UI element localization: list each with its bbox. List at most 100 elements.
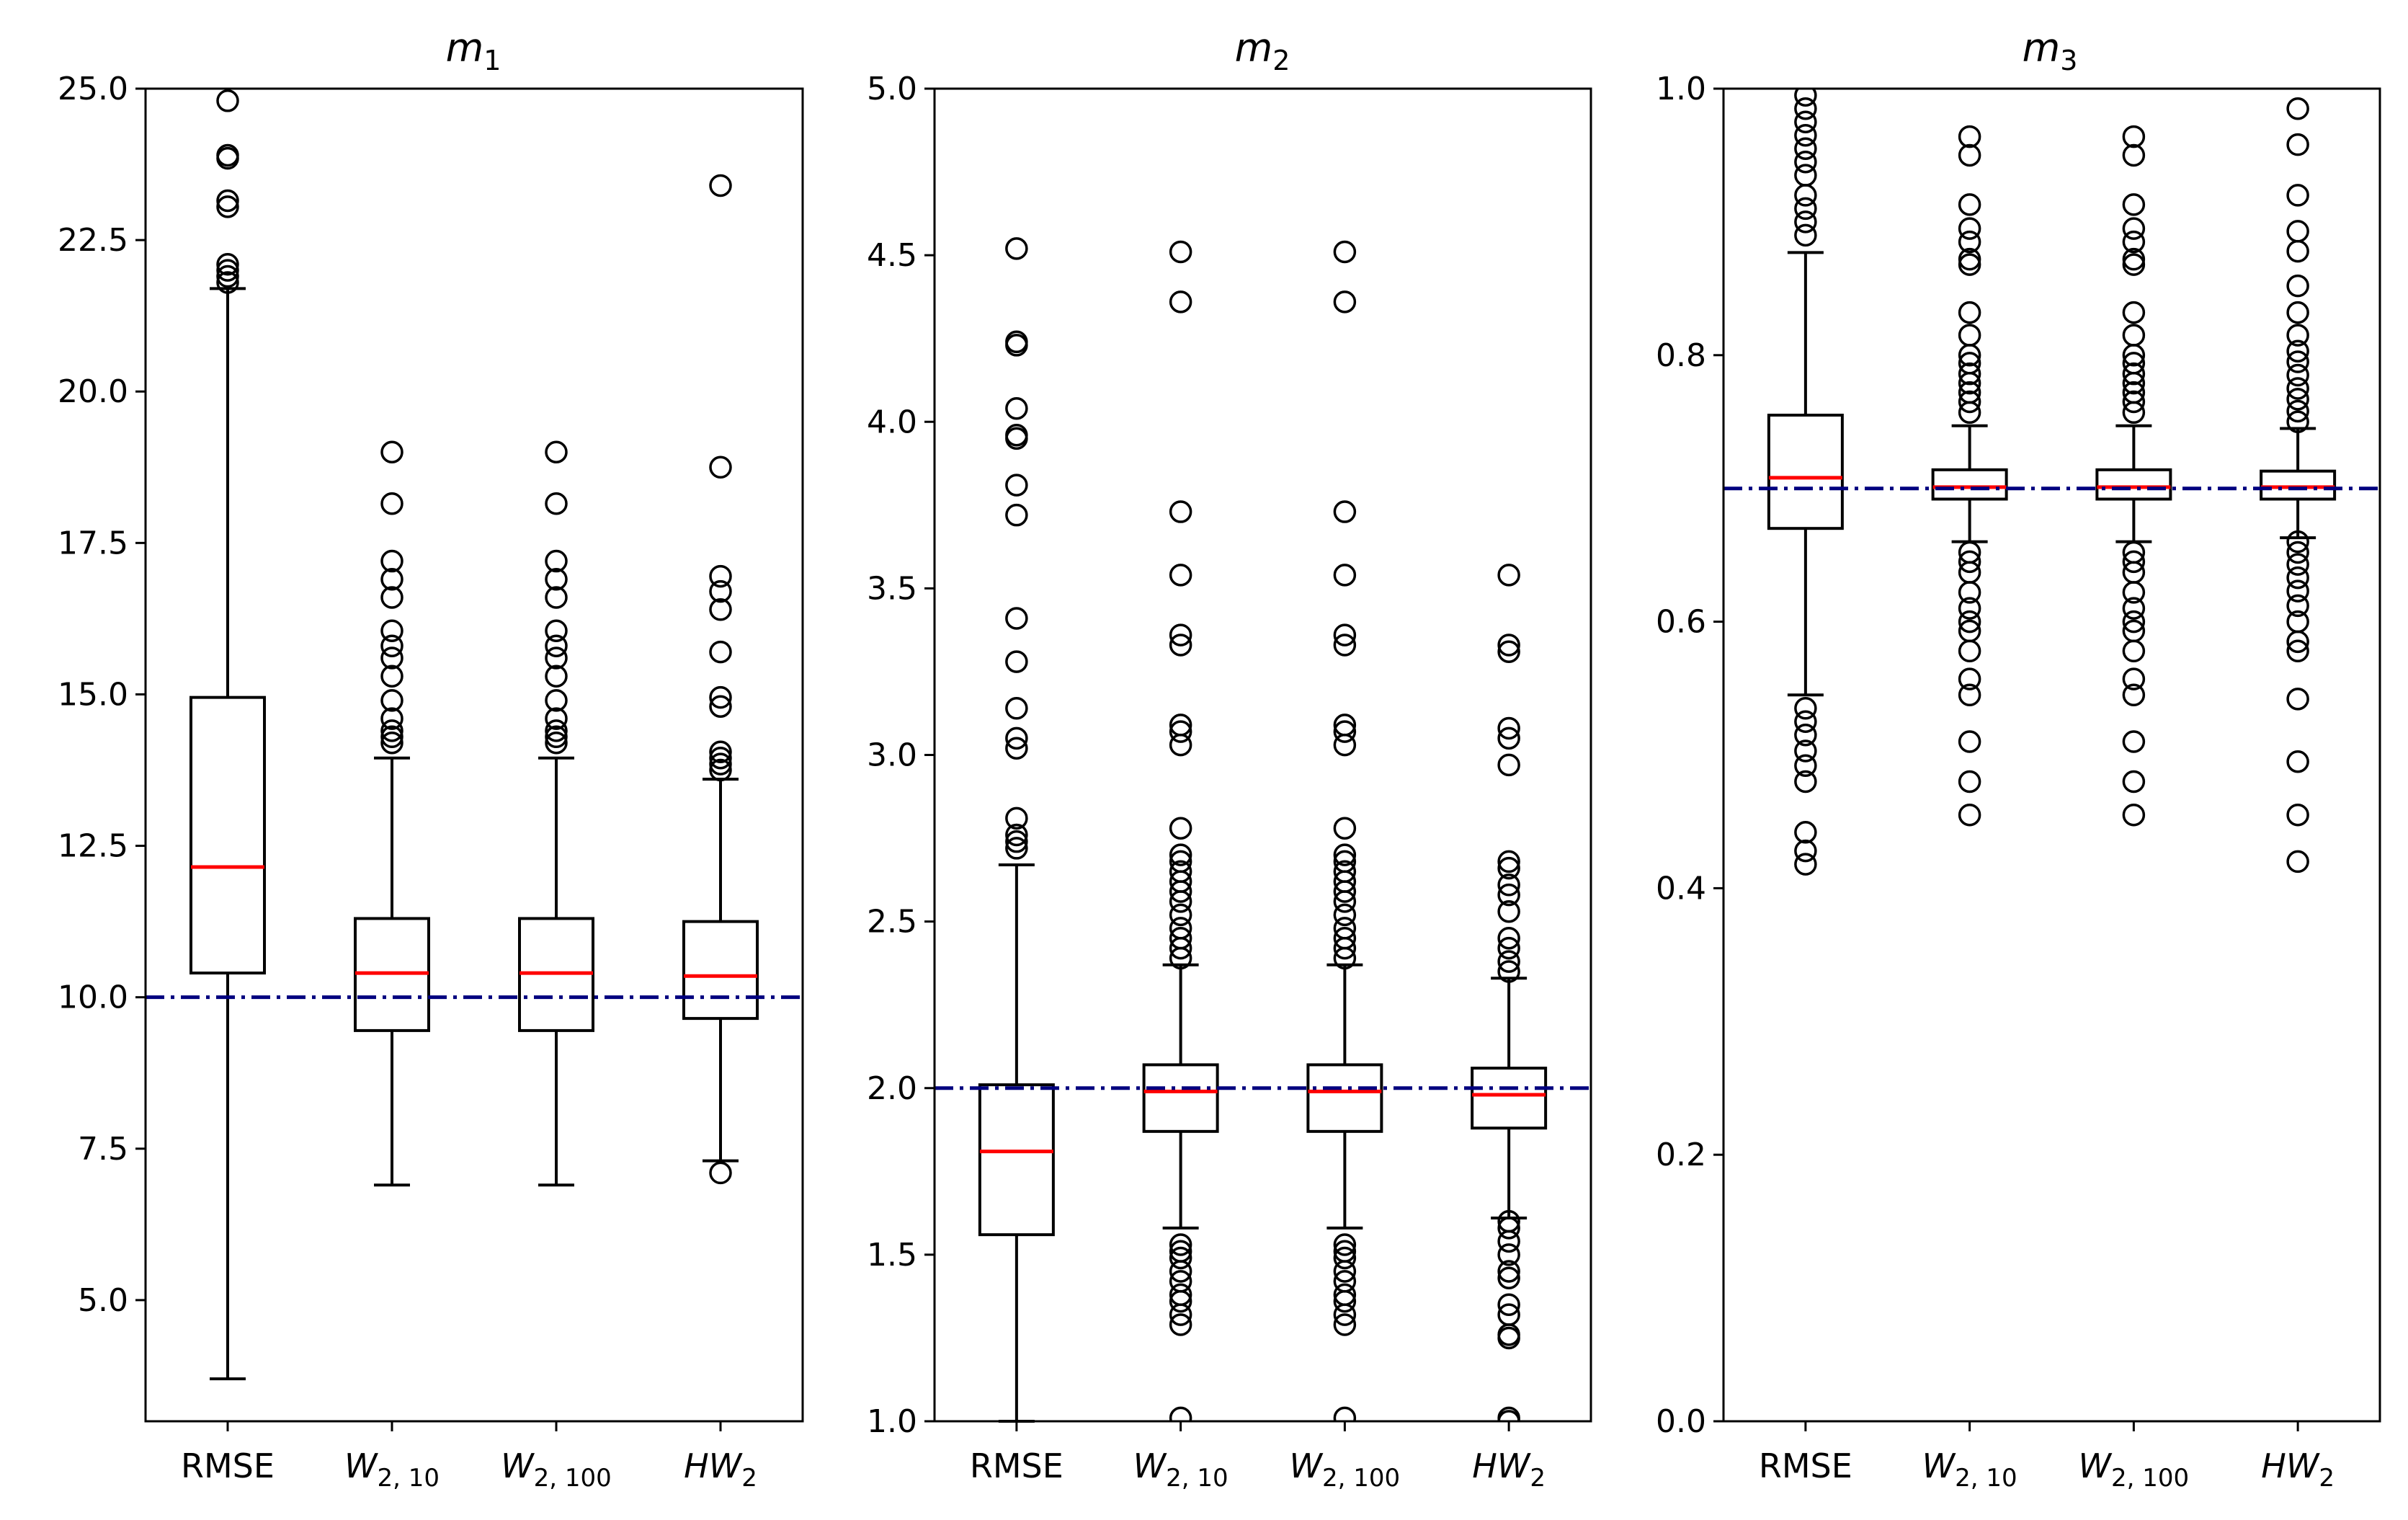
outlier-point: [1169, 817, 1192, 840]
outlier-point: [2122, 619, 2146, 643]
outlier-point: [1333, 634, 1357, 657]
outlier-point: [380, 492, 403, 515]
outlier-point: [545, 725, 568, 749]
box-iqr: [2260, 469, 2337, 501]
outlier-point: [1005, 474, 1028, 497]
outlier-point: [2286, 803, 2309, 827]
xtick-label: RMSE: [970, 1446, 1063, 1485]
outlier-point: [1958, 803, 1981, 827]
panel-m1-ytick-labels: 5.0 7.5 10.0 12.5 15.0 17.5 20.0 22.5 25.0: [58, 71, 128, 1319]
outlier-point: [1333, 720, 1357, 743]
ytick-label: 4.5: [867, 237, 917, 274]
ytick-label: 22.5: [58, 222, 128, 259]
box-group: [189, 89, 266, 1381]
outlier-point: [2286, 541, 2309, 564]
xtick-label-base: HW: [1472, 1446, 1531, 1485]
outlier-point: [1497, 856, 1520, 880]
outlier-point: [1958, 230, 1981, 254]
outlier-point: [2122, 381, 2146, 404]
box-group: [518, 440, 594, 1187]
outlier-point: [2286, 350, 2309, 373]
outlier-point: [1958, 390, 1981, 414]
xtick-label-base: RMSE: [181, 1446, 275, 1485]
outlier-point: [1958, 730, 1981, 753]
ytick-label: 0.2: [1656, 1137, 1706, 1173]
outlier-point: [1333, 623, 1357, 646]
outlier-point: [1169, 1246, 1192, 1270]
outlier-point: [545, 440, 568, 464]
ytick-label: 4.0: [867, 404, 917, 440]
outlier-point: [1958, 125, 1981, 148]
outlier-group: [1005, 237, 1028, 860]
outlier-point: [2122, 667, 2146, 690]
ytick-label: 3.0: [867, 737, 917, 774]
outlier-point: [545, 731, 568, 755]
outlier-point: [1005, 697, 1028, 720]
outlier-point: [1169, 850, 1192, 874]
outlier-point: [1497, 850, 1520, 874]
box-group: [1471, 564, 1548, 1421]
ytick-label: 7.5: [78, 1131, 128, 1168]
outlier-point: [1794, 137, 1817, 160]
box-group: [1767, 89, 1844, 876]
outlier-point: [1497, 726, 1520, 750]
outlier-point: [1794, 89, 1817, 107]
outlier-point: [1005, 737, 1028, 760]
outlier-point: [545, 689, 568, 712]
outlier-point: [709, 752, 732, 775]
outlier-point: [1333, 926, 1357, 950]
outlier-point: [545, 492, 568, 515]
outlier-point: [545, 619, 568, 642]
outlier-point: [1497, 1260, 1520, 1283]
xtick-label-base: RMSE: [1759, 1446, 1852, 1485]
outlier-point: [380, 689, 403, 712]
outlier-point: [709, 1161, 732, 1185]
outlier-point: [1005, 607, 1028, 630]
xtick-label: W2, 10: [344, 1446, 440, 1493]
xtick-label-subscript: 2: [1530, 1464, 1546, 1493]
outlier-point: [216, 271, 239, 294]
outlier-point: [545, 549, 568, 573]
outlier-point: [709, 598, 732, 621]
outlier-point: [1005, 503, 1028, 527]
outlier-point: [1333, 843, 1357, 866]
outlier-point: [216, 143, 239, 167]
outlier-point: [2286, 97, 2309, 120]
outlier-point: [1169, 290, 1192, 314]
outlier-point: [1169, 623, 1192, 646]
outlier-point: [545, 634, 568, 657]
outlier-point: [1497, 926, 1520, 950]
panel-m1-title-subscript: 1: [483, 45, 501, 76]
outlier-point: [2122, 217, 2146, 240]
outlier-point: [1169, 500, 1192, 523]
ytick-label: 1.5: [867, 1237, 917, 1274]
outlier-point: [1497, 1293, 1520, 1316]
outlier-point: [216, 252, 239, 276]
xtick-label-subscript: 2, 10: [1955, 1464, 2017, 1493]
xtick-label-subscript: 2, 10: [1166, 1464, 1228, 1493]
xtick-label-base: HW: [2261, 1446, 2320, 1485]
outlier-point: [2122, 683, 2146, 707]
outlier-point: [545, 586, 568, 609]
outlier-point: [2286, 184, 2309, 207]
outlier-point: [1794, 164, 1817, 187]
outlier-point: [2122, 541, 2146, 564]
outlier-point: [2122, 597, 2146, 620]
outlier-point: [1958, 667, 1981, 690]
outlier-point: [1169, 634, 1192, 657]
xtick-label-base: W: [344, 1446, 378, 1485]
outlier-point: [1333, 850, 1357, 874]
ytick-label: 0.0: [1656, 1403, 1706, 1440]
panel-m3-ytick-labels: 0.0 0.2 0.4 0.6 0.8 1.0: [1656, 71, 1706, 1440]
xtick-label-base: HW: [684, 1446, 743, 1485]
xtick-label: RMSE: [181, 1446, 275, 1485]
outlier-point: [1497, 1303, 1520, 1326]
outlier-point: [545, 568, 568, 591]
outlier-point: [709, 758, 732, 782]
outlier-point: [1169, 240, 1192, 264]
outlier-point: [1333, 1283, 1357, 1307]
outlier-point: [1005, 237, 1028, 260]
outlier-point: [1497, 1410, 1520, 1421]
xtick-label-subscript: 2: [741, 1464, 757, 1493]
outlier-point: [2122, 770, 2146, 794]
